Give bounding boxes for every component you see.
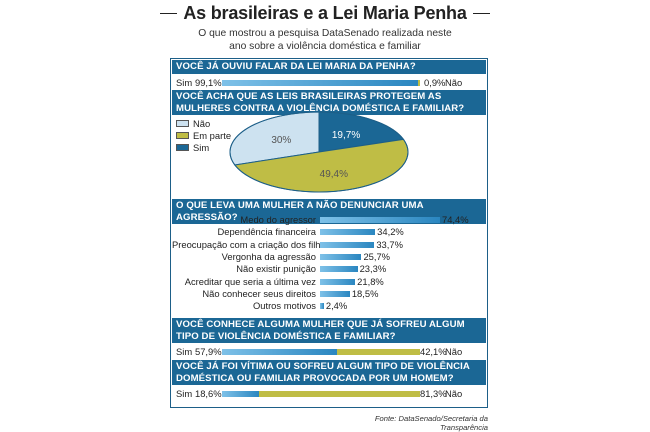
subtitle-line-2: ano sobre a violência doméstica e famili… <box>229 41 421 52</box>
q5-question-line-1: Você já foi vítima ou sofreu algum tipo … <box>176 361 470 372</box>
q5-header: Você já foi vítima ou sofreu algum tipo … <box>172 360 486 385</box>
q3-category-label: Outros motivos <box>252 300 316 312</box>
title-block: As brasileiras e a Lei Maria Penha <box>160 2 490 24</box>
legend-label-em-parte: Em parte <box>193 130 232 141</box>
q1-no-bar <box>418 80 420 86</box>
q2-question-line-2: mulheres contra a violência doméstica e … <box>176 102 465 114</box>
q3-bar <box>320 217 440 223</box>
q3-value-label: 2,4% <box>325 300 348 312</box>
q3-bar <box>320 266 358 273</box>
q1-no-label: Não <box>445 77 463 88</box>
q4-no-label: Não <box>445 346 463 357</box>
q3-bar <box>320 253 362 260</box>
subtitle-line-1: O que mostrou a pesquisa DataSenado real… <box>198 28 452 39</box>
q2-header: Você acha que as leis brasileiras proteg… <box>172 90 486 115</box>
legend-label-sim: Sim <box>193 142 210 153</box>
q3-category-label: Acreditar que seria a última vez <box>184 275 316 287</box>
q3-question: O que leva uma mulher a não denunciar um… <box>176 200 424 223</box>
q4-header: Você conhece alguma mulher que já sofreu… <box>172 318 486 343</box>
q3-value-label: 21,8% <box>357 275 384 287</box>
q5-no-bar <box>258 391 420 397</box>
q3-bar <box>320 241 375 248</box>
legend-swatch-nao <box>176 120 189 127</box>
legend-swatch-em-parte <box>176 132 189 139</box>
q3-category-label: Dependência financeira <box>217 226 316 238</box>
q3-category-label: Preocupação com a criação dos filhos <box>172 238 331 250</box>
q3-category-label: Não conhecer seus direitos <box>202 287 316 299</box>
q4-yes-bar <box>222 349 337 355</box>
q3-value-label: 23,3% <box>359 263 387 275</box>
q3-value-label: 33,7% <box>376 238 403 250</box>
legend-label-nao: Não <box>193 118 211 129</box>
q5-question-line-2: doméstica ou familiar provocada por um h… <box>176 372 454 384</box>
legend-swatch-sim <box>176 144 189 151</box>
q5-yes-label: Sim <box>176 388 193 399</box>
q4-question-line-2: tipo de violência doméstica e familiar? <box>176 330 396 342</box>
q1-yes-value: 99,1% <box>195 77 222 88</box>
q3-bar <box>320 229 376 236</box>
q3-value-label: 25,7% <box>363 250 391 262</box>
q4-yes-label: Sim <box>176 346 193 357</box>
q3-category-label: Medo do agressor <box>240 214 316 225</box>
q3-category-label: Não existir punição <box>236 263 316 275</box>
q3-value-label: 18,5% <box>351 287 379 299</box>
q3-value-label: 34,2% <box>377 226 404 238</box>
q3-bar <box>320 278 356 285</box>
q5-yes-bar <box>222 391 259 397</box>
page-title-text: As brasileiras e a Lei Maria Penha <box>177 3 473 23</box>
q1-no-value: 0,9% <box>424 77 446 88</box>
q5-no-label: Não <box>445 388 463 399</box>
q5-no-value: 81,3% <box>420 388 447 399</box>
q4-no-bar <box>336 349 420 355</box>
q3-value-label: 74,4% <box>442 214 469 225</box>
q3-category-label: Vergonha da agressão <box>221 250 316 262</box>
q3-bar <box>320 303 324 310</box>
q1-yes-label: Sim <box>176 77 193 88</box>
q5-yes-value: 18,6% <box>195 388 222 399</box>
source-note: Fonte: DataSenado/Secretaria da Transpar… <box>374 414 488 432</box>
q4-no-value: 42,1% <box>420 346 447 357</box>
q1-yes-bar <box>222 80 419 86</box>
q4-question-line-1: Você conhece alguma mulher que já sofreu… <box>176 319 465 330</box>
page-title: As brasileiras e a Lei Maria Penha <box>160 2 490 24</box>
q2-question-line-1: Você acha que as leis brasileiras proteg… <box>176 91 442 102</box>
q1-question: Você já ouviu falar da Lei Maria da Penh… <box>176 61 416 72</box>
q3-bar <box>320 290 350 297</box>
subtitle: O que mostrou a pesquisa DataSenado real… <box>160 27 490 53</box>
q1-header: Você já ouviu falar da Lei Maria da Penh… <box>172 60 486 74</box>
q4-yes-value: 57,9% <box>195 346 222 357</box>
